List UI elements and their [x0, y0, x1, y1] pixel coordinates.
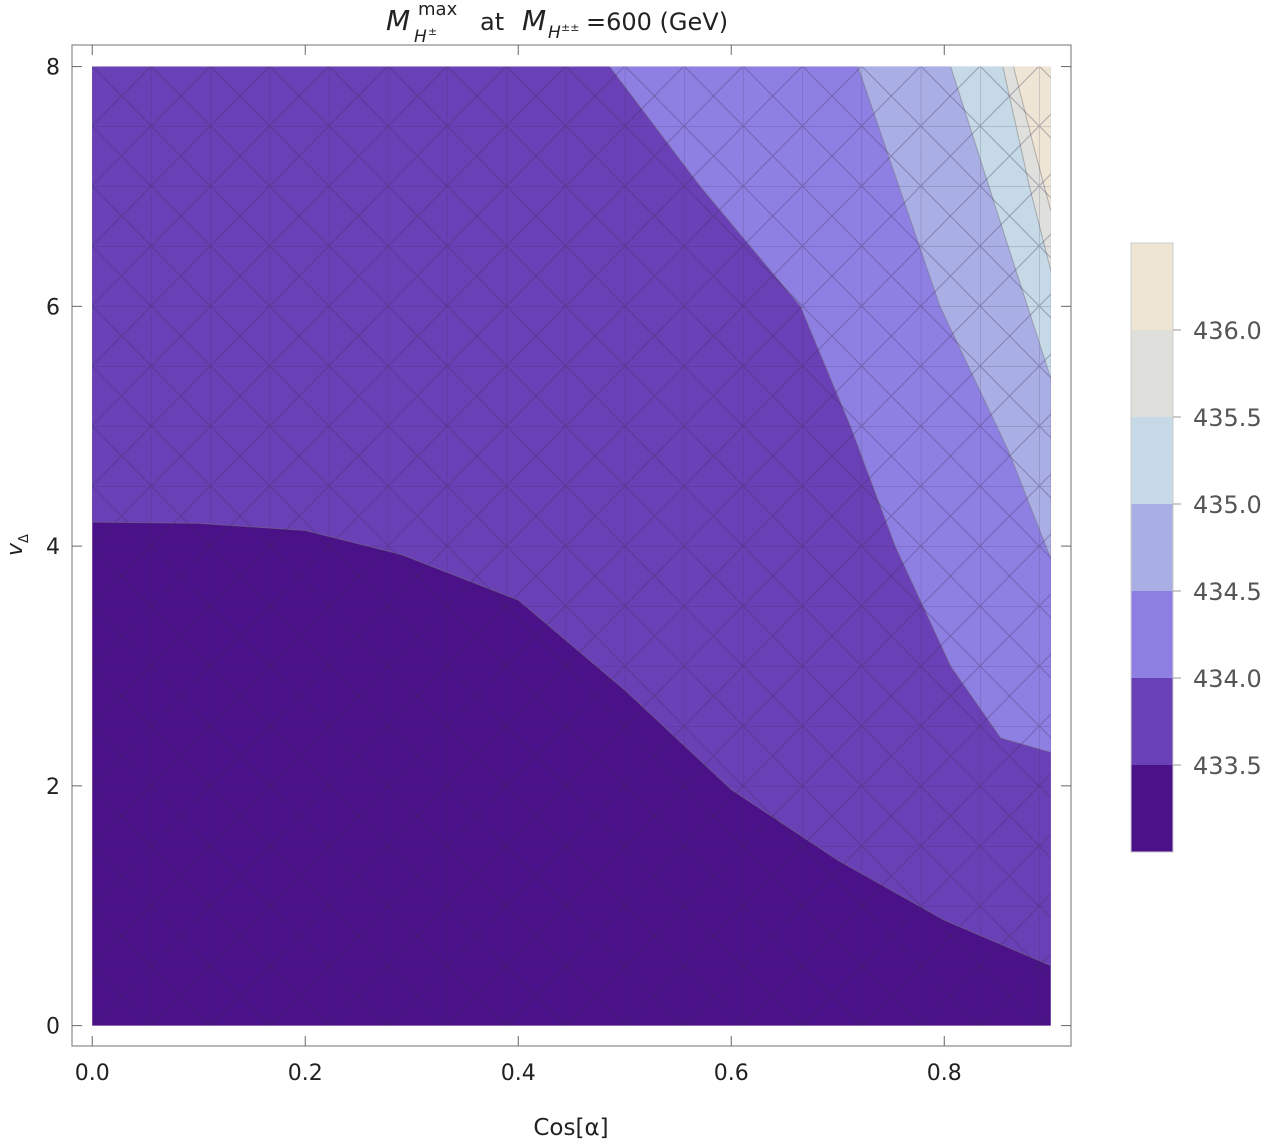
x-tick-label: 0.6	[714, 1061, 749, 1086]
title-part: H	[414, 27, 427, 47]
x-tick-label: 0.0	[75, 1061, 110, 1086]
colorbar-tick-label: 435.5	[1193, 404, 1262, 432]
colorbar-tick-label: 433.5	[1193, 752, 1262, 780]
plot-frame	[71, 44, 1072, 1047]
x-tick-label: 0.4	[501, 1061, 536, 1086]
y-tick-label: 6	[46, 295, 60, 320]
colorbar-band	[1131, 243, 1173, 330]
colorbar-band	[1131, 330, 1173, 417]
title-part: M	[522, 4, 546, 37]
colorbar-tick-label: 436.0	[1193, 317, 1262, 345]
y-axis-label: v	[3, 542, 28, 556]
colorbar-tick-label: 434.5	[1193, 578, 1262, 606]
colorbar-band	[1131, 765, 1173, 852]
colorbar-band	[1131, 417, 1173, 504]
title-part: at	[480, 8, 504, 36]
colorbar-band	[1131, 591, 1173, 678]
title-part: ±	[428, 25, 437, 38]
colorbar-band	[1131, 504, 1173, 591]
x-tick-label: 0.8	[927, 1061, 962, 1086]
y-axis-label-sub: Δ	[17, 534, 32, 543]
colorbar-frame	[1130, 242, 1174, 853]
colorbar-band	[1131, 678, 1173, 765]
title-part: ±±	[561, 21, 579, 34]
x-tick-label: 0.2	[288, 1061, 323, 1086]
y-tick-label: 8	[46, 56, 60, 81]
x-axis-label: Cos[α]	[533, 1115, 608, 1141]
colorbar-tick-label: 435.0	[1193, 491, 1262, 519]
y-tick-label: 4	[46, 535, 60, 560]
mesh	[92, 66, 1051, 1026]
title-part: max	[418, 0, 458, 20]
colorbar: 433.5 434.0 434.5 435.0 435.5 436.0	[1130, 242, 1262, 853]
title-part: H	[548, 23, 561, 43]
title-part: M	[386, 4, 410, 37]
y-tick-label: 0	[46, 1015, 60, 1040]
y-tick-label: 2	[46, 775, 60, 800]
title-part: =600 (GeV)	[586, 8, 728, 36]
colorbar-tick-label: 434.0	[1193, 665, 1262, 693]
